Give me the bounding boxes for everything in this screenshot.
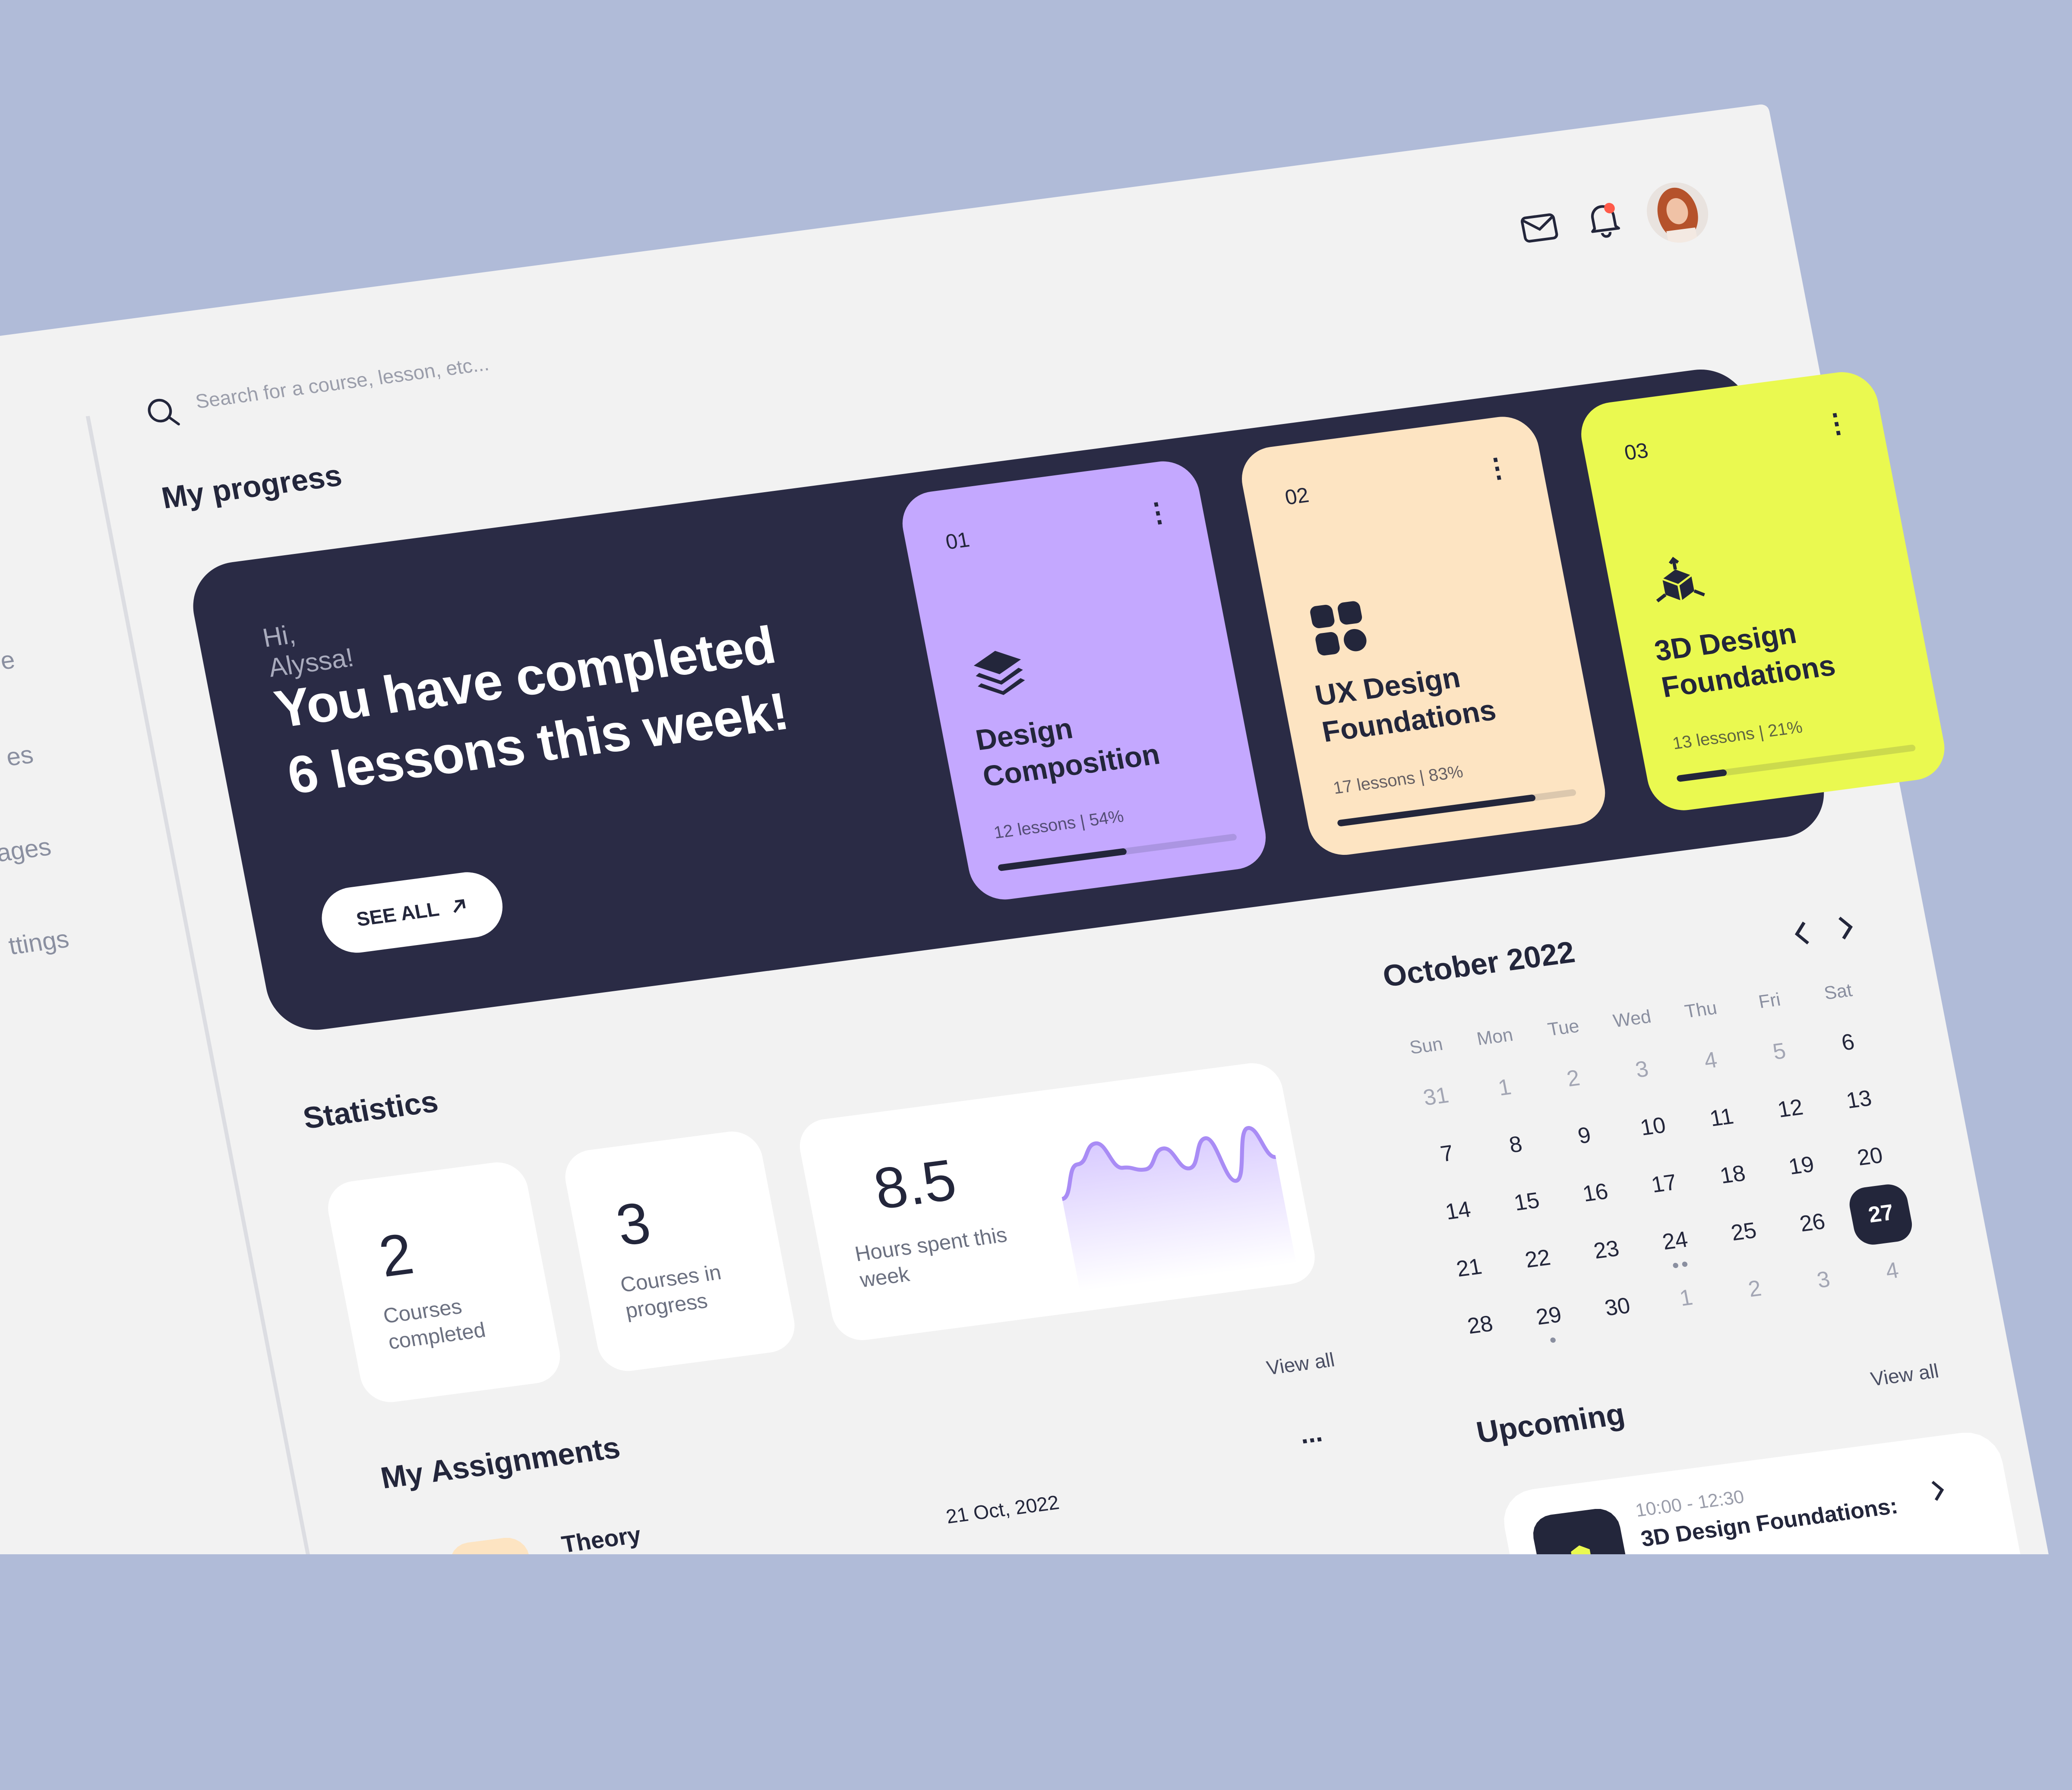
more-options-icon[interactable]: ⋮: [1142, 497, 1174, 530]
stat-label: Courses completed: [381, 1293, 488, 1357]
upcoming-item[interactable]: 10:00 - 12:30 3D Design Foundations:: [1498, 1428, 2007, 1553]
course-number: 02: [1283, 484, 1311, 510]
screen: d e es sages ttings Search for a course,…: [0, 104, 2049, 1558]
sidebar-divider: [85, 416, 310, 1554]
upcoming-thumbnail: [1533, 1509, 1626, 1554]
blocks-icon: [1310, 601, 1367, 656]
course-card[interactable]: 03 ⋮ 3D Design Foundations 13 lessons | 2…: [1575, 368, 1951, 815]
layers-icon: [973, 651, 1025, 695]
course-progress-bar: [1676, 744, 1916, 782]
course-meta: 12 lessons | 54%: [992, 806, 1125, 843]
course-number: 03: [1623, 440, 1651, 465]
trend-line: [1060, 1126, 1278, 1201]
search-icon[interactable]: [143, 394, 183, 432]
stat-value: 3: [611, 1191, 656, 1259]
course-number: 01: [944, 529, 972, 555]
cube-icon: [1656, 557, 1705, 603]
more-options-icon[interactable]: ⋮: [1821, 408, 1853, 441]
stat-card-in-progress: 3 Courses in progress: [560, 1128, 800, 1375]
course-meta: 13 lessons | 21%: [1671, 717, 1804, 753]
chevron-right-icon[interactable]: [1831, 911, 1860, 945]
arrow-up-right-icon: [453, 899, 466, 913]
avatar[interactable]: [1641, 178, 1714, 247]
stat-card-hours: 8.5 Hours spent this week: [795, 1059, 1320, 1344]
course-title: UX Design Foundations: [1312, 656, 1499, 751]
stat-label: Courses in progress: [619, 1261, 729, 1326]
course-card[interactable]: 02 ⋮ UX Design Foundations 17 lessons | 8…: [1236, 412, 1611, 859]
stat-card-completed: 2 Courses completed: [323, 1159, 565, 1406]
chevron-left-icon[interactable]: [1788, 916, 1817, 950]
bell-icon[interactable]: [1583, 199, 1624, 240]
assignment-title[interactable]: Theory: [559, 1521, 644, 1558]
upcoming-card-background: [1504, 1433, 2021, 1554]
cube-icon: [1571, 1545, 1591, 1554]
see-all-label: SEE ALL: [354, 898, 441, 931]
stat-value: 2: [374, 1222, 419, 1290]
hours-trend-chart: [1060, 1126, 1297, 1292]
course-title: Design Composition: [973, 700, 1163, 796]
course-meta: 17 lessons | 83%: [1331, 761, 1465, 798]
see-all-button[interactable]: SEE ALL: [316, 868, 509, 957]
stat-label: Hours spent this week: [853, 1214, 1086, 1295]
course-progress-fill: [997, 848, 1128, 872]
course-title: 3D Design Foundations: [1652, 611, 1838, 706]
more-options-icon[interactable]: ⋮: [1481, 453, 1513, 485]
course-progress-bar: [997, 833, 1238, 872]
chevron-right-icon[interactable]: [1925, 1475, 1951, 1506]
mail-icon[interactable]: [1518, 211, 1560, 244]
course-progress-fill: [1337, 794, 1536, 827]
stat-value: 8.5: [869, 1148, 962, 1222]
assignment-icon: [452, 1538, 529, 1554]
course-card[interactable]: 01 ⋮ Design Composition 12 lessons | 54%: [897, 457, 1272, 904]
course-progress-bar: [1337, 789, 1577, 827]
course-progress-fill: [1676, 769, 1728, 782]
